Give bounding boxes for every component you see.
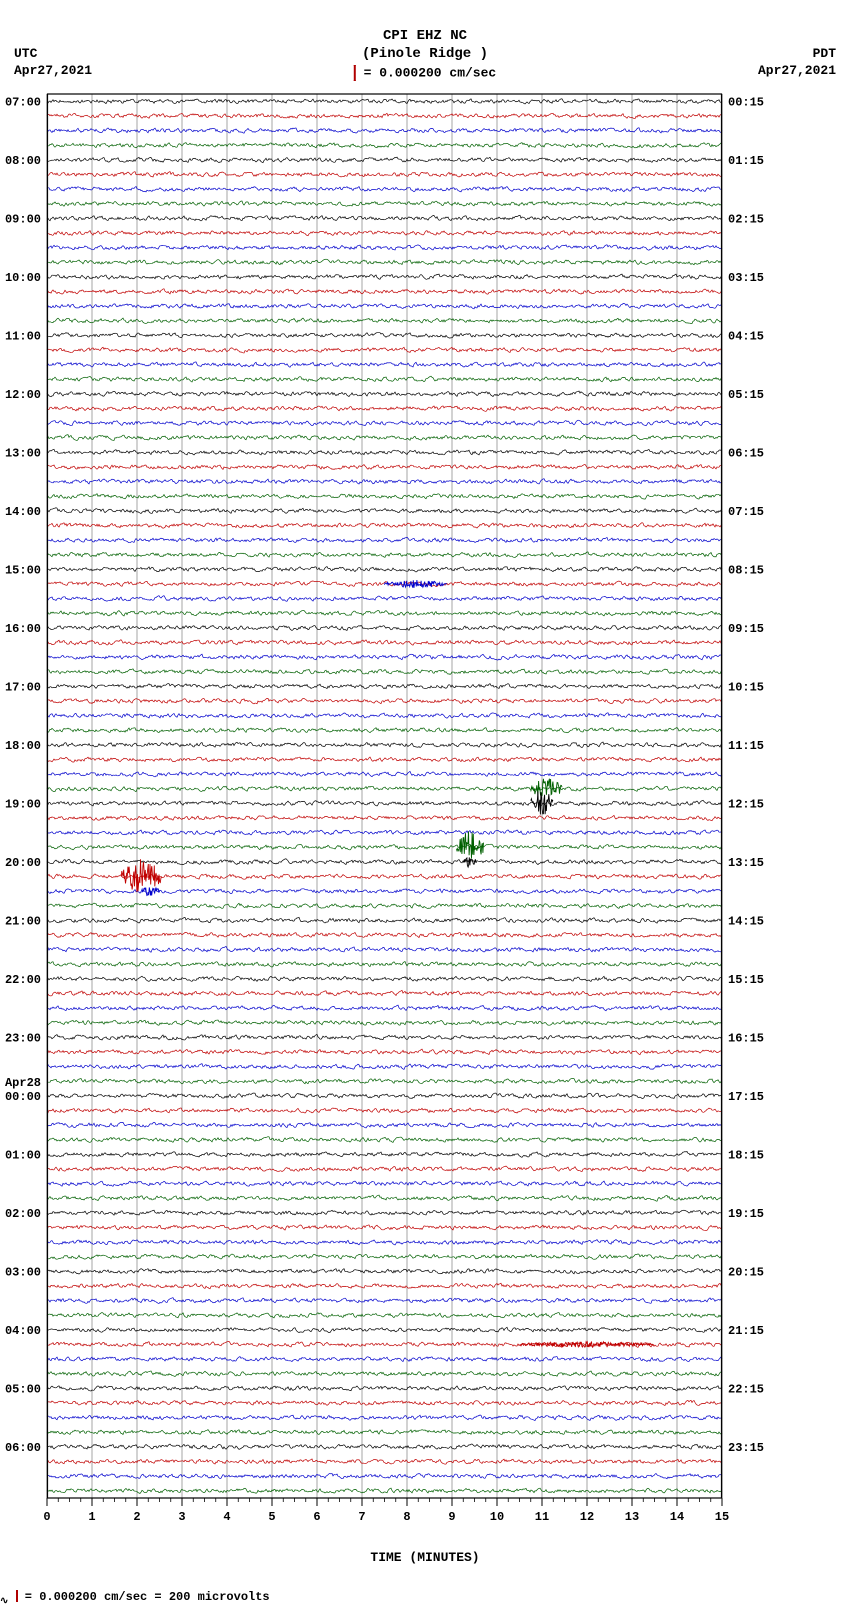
svg-text:12:00: 12:00 bbox=[5, 388, 41, 402]
tz-left-label: UTC bbox=[14, 46, 92, 61]
svg-text:03:00: 03:00 bbox=[5, 1265, 41, 1279]
svg-text:3: 3 bbox=[178, 1510, 185, 1524]
svg-text:13:15: 13:15 bbox=[728, 856, 764, 870]
footer-scale: ∿ = 0.000200 cm/sec = 200 microvolts bbox=[0, 1590, 270, 1607]
svg-text:22:00: 22:00 bbox=[5, 973, 41, 987]
svg-text:05:15: 05:15 bbox=[728, 388, 764, 402]
svg-text:9: 9 bbox=[448, 1510, 455, 1524]
svg-text:02:15: 02:15 bbox=[728, 212, 764, 226]
station-id: CPI EHZ NC bbox=[0, 28, 850, 44]
svg-text:01:00: 01:00 bbox=[5, 1148, 41, 1162]
svg-text:4: 4 bbox=[223, 1510, 230, 1524]
svg-text:06:00: 06:00 bbox=[5, 1441, 41, 1455]
svg-text:14:00: 14:00 bbox=[5, 505, 41, 519]
svg-text:8: 8 bbox=[403, 1510, 410, 1524]
svg-text:06:15: 06:15 bbox=[728, 446, 764, 460]
station-name: (Pinole Ridge ) bbox=[0, 46, 850, 62]
svg-text:20:15: 20:15 bbox=[728, 1265, 764, 1279]
svg-text:7: 7 bbox=[358, 1510, 365, 1524]
scale-text: = 0.000200 cm/sec bbox=[364, 65, 497, 80]
tz-right-label: PDT bbox=[758, 46, 836, 61]
svg-text:14: 14 bbox=[670, 1510, 684, 1524]
svg-text:04:00: 04:00 bbox=[5, 1324, 41, 1338]
x-axis-label: TIME (MINUTES) bbox=[370, 1550, 479, 1565]
seismogram-plot: 012345678910111213141507:0008:0009:0010:… bbox=[47, 88, 722, 1538]
svg-text:19:00: 19:00 bbox=[5, 797, 41, 811]
scale-bar-icon bbox=[354, 65, 356, 81]
svg-text:10:15: 10:15 bbox=[728, 680, 764, 694]
svg-text:08:00: 08:00 bbox=[5, 154, 41, 168]
svg-text:03:15: 03:15 bbox=[728, 271, 764, 285]
svg-text:18:00: 18:00 bbox=[5, 739, 41, 753]
svg-text:13: 13 bbox=[625, 1510, 639, 1524]
svg-text:07:00: 07:00 bbox=[5, 95, 41, 109]
svg-text:2: 2 bbox=[133, 1510, 140, 1524]
svg-text:18:15: 18:15 bbox=[728, 1148, 764, 1162]
svg-text:11: 11 bbox=[535, 1510, 549, 1524]
svg-text:17:00: 17:00 bbox=[5, 680, 41, 694]
svg-text:5: 5 bbox=[268, 1510, 275, 1524]
svg-text:1: 1 bbox=[88, 1510, 95, 1524]
svg-text:00:00: 00:00 bbox=[5, 1090, 41, 1104]
svg-text:Apr28: Apr28 bbox=[5, 1076, 41, 1090]
svg-text:08:15: 08:15 bbox=[728, 563, 764, 577]
date-right: Apr27,2021 bbox=[758, 63, 836, 78]
svg-text:12:15: 12:15 bbox=[728, 797, 764, 811]
svg-text:09:00: 09:00 bbox=[5, 212, 41, 226]
scale-legend: = 0.000200 cm/sec bbox=[354, 65, 496, 81]
svg-text:22:15: 22:15 bbox=[728, 1382, 764, 1396]
svg-text:0: 0 bbox=[43, 1510, 50, 1524]
svg-text:02:00: 02:00 bbox=[5, 1207, 41, 1221]
svg-text:15: 15 bbox=[715, 1510, 729, 1524]
svg-text:12: 12 bbox=[580, 1510, 594, 1524]
svg-text:00:15: 00:15 bbox=[728, 95, 764, 109]
svg-text:01:15: 01:15 bbox=[728, 154, 764, 168]
svg-text:05:00: 05:00 bbox=[5, 1382, 41, 1396]
svg-text:09:15: 09:15 bbox=[728, 622, 764, 636]
svg-text:15:15: 15:15 bbox=[728, 973, 764, 987]
svg-text:21:00: 21:00 bbox=[5, 914, 41, 928]
date-left: Apr27,2021 bbox=[14, 63, 92, 78]
svg-text:23:15: 23:15 bbox=[728, 1441, 764, 1455]
svg-text:07:15: 07:15 bbox=[728, 505, 764, 519]
svg-text:10: 10 bbox=[490, 1510, 504, 1524]
svg-text:11:15: 11:15 bbox=[728, 739, 764, 753]
svg-text:16:15: 16:15 bbox=[728, 1031, 764, 1045]
svg-text:11:00: 11:00 bbox=[5, 329, 41, 343]
svg-text:6: 6 bbox=[313, 1510, 320, 1524]
svg-text:04:15: 04:15 bbox=[728, 329, 764, 343]
svg-text:15:00: 15:00 bbox=[5, 563, 41, 577]
svg-text:20:00: 20:00 bbox=[5, 856, 41, 870]
svg-text:19:15: 19:15 bbox=[728, 1207, 764, 1221]
svg-text:23:00: 23:00 bbox=[5, 1031, 41, 1045]
svg-text:21:15: 21:15 bbox=[728, 1324, 764, 1338]
svg-text:10:00: 10:00 bbox=[5, 271, 41, 285]
svg-text:14:15: 14:15 bbox=[728, 914, 764, 928]
svg-text:17:15: 17:15 bbox=[728, 1090, 764, 1104]
svg-text:16:00: 16:00 bbox=[5, 622, 41, 636]
svg-text:13:00: 13:00 bbox=[5, 446, 41, 460]
